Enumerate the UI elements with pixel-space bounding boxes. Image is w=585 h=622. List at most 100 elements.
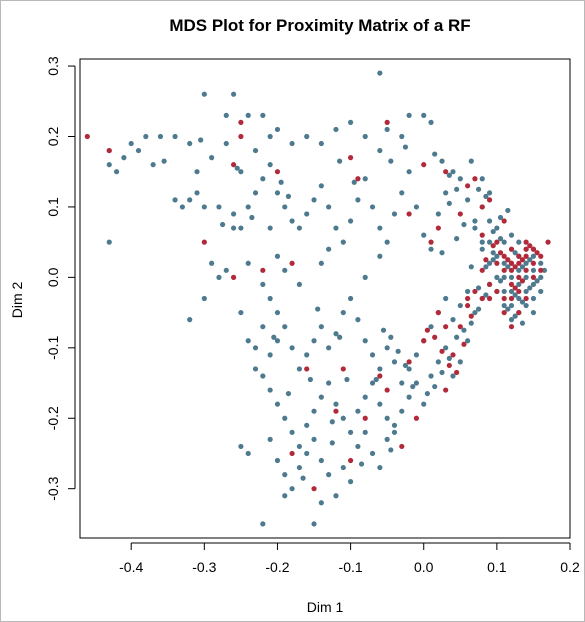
point-class-red: [498, 250, 503, 255]
point-class-red: [494, 289, 499, 294]
point-class-blue: [319, 500, 324, 505]
point-class-blue: [385, 416, 390, 421]
point-class-blue: [260, 113, 265, 118]
point-class-blue: [428, 247, 433, 252]
point-class-red: [355, 176, 360, 181]
point-class-blue: [538, 289, 543, 294]
point-class-blue: [289, 345, 294, 350]
point-class-blue: [304, 211, 309, 216]
point-class-red: [505, 257, 510, 262]
point-class-blue: [286, 194, 291, 199]
point-class-blue: [392, 359, 397, 364]
point-class-red: [414, 416, 419, 421]
point-class-red: [289, 451, 294, 456]
point-class-blue: [231, 92, 236, 97]
point-class-red: [502, 218, 507, 223]
point-class-red: [545, 240, 550, 245]
point-class-blue: [531, 268, 536, 273]
point-class-blue: [348, 218, 353, 223]
point-class-blue: [297, 282, 302, 287]
point-class-blue: [172, 134, 177, 139]
point-class-blue: [487, 218, 492, 223]
point-class-blue: [480, 247, 485, 252]
point-class-blue: [268, 162, 273, 167]
point-class-blue: [311, 409, 316, 414]
point-class-red: [538, 268, 543, 273]
point-class-blue: [151, 162, 156, 167]
point-class-red: [502, 268, 507, 273]
point-class-blue: [268, 296, 273, 301]
point-class-blue: [341, 240, 346, 245]
point-class-blue: [407, 395, 412, 400]
point-class-blue: [465, 197, 470, 202]
point-class-blue: [472, 225, 477, 230]
point-class-blue: [297, 465, 302, 470]
point-class-blue: [454, 335, 459, 340]
point-class-blue: [414, 352, 419, 357]
point-class-red: [289, 261, 294, 266]
point-class-blue: [498, 278, 503, 283]
point-class-red: [363, 416, 368, 421]
point-class-blue: [407, 113, 412, 118]
point-class-blue: [333, 402, 338, 407]
point-class-blue: [407, 169, 412, 174]
point-class-red: [509, 296, 514, 301]
point-class-red: [447, 363, 452, 368]
x-tick-label: -0.4: [119, 559, 143, 575]
y-axis: -0.3-0.2-0.10.00.10.20.3: [45, 56, 75, 501]
point-class-blue: [319, 141, 324, 146]
point-class-blue: [268, 387, 273, 392]
point-class-blue: [454, 236, 459, 241]
point-class-blue: [326, 380, 331, 385]
point-class-blue: [392, 211, 397, 216]
point-class-blue: [403, 144, 408, 149]
point-class-blue: [432, 151, 437, 156]
point-class-blue: [388, 159, 393, 164]
point-class-blue: [308, 377, 313, 382]
x-tick-label: -0.2: [265, 559, 289, 575]
point-class-blue: [531, 296, 536, 301]
point-class-blue: [425, 391, 430, 396]
point-class-blue: [300, 476, 305, 481]
point-class-blue: [428, 120, 433, 125]
point-class-blue: [121, 155, 126, 160]
point-class-blue: [282, 324, 287, 329]
point-class-red: [527, 243, 532, 248]
point-class-blue: [194, 169, 199, 174]
point-class-blue: [304, 451, 309, 456]
point-class-blue: [260, 324, 265, 329]
point-class-blue: [224, 113, 229, 118]
point-class-blue: [224, 141, 229, 146]
point-class-red: [450, 352, 455, 357]
point-class-red: [275, 169, 280, 174]
point-class-blue: [268, 352, 273, 357]
point-class-blue: [348, 430, 353, 435]
point-class-blue: [253, 366, 258, 371]
point-class-blue: [443, 190, 448, 195]
point-class-red: [443, 387, 448, 392]
point-class-blue: [268, 437, 273, 442]
point-class-blue: [414, 204, 419, 209]
point-class-blue: [337, 159, 342, 164]
point-class-blue: [458, 303, 463, 308]
point-class-blue: [260, 176, 265, 181]
point-class-blue: [319, 324, 324, 329]
point-class-red: [311, 486, 316, 491]
point-class-blue: [502, 289, 507, 294]
point-class-red: [421, 338, 426, 343]
y-tick-label: 0.3: [45, 56, 61, 76]
point-class-blue: [304, 423, 309, 428]
point-class-blue: [209, 261, 214, 266]
point-class-blue: [289, 430, 294, 435]
data-points: [85, 70, 551, 526]
point-class-red: [407, 211, 412, 216]
point-class-blue: [319, 183, 324, 188]
point-class-blue: [246, 261, 251, 266]
point-class-blue: [341, 416, 346, 421]
point-class-blue: [421, 233, 426, 238]
point-class-blue: [509, 275, 514, 280]
point-class-blue: [399, 134, 404, 139]
point-class-blue: [231, 225, 236, 230]
point-class-blue: [162, 159, 167, 164]
point-class-blue: [469, 264, 474, 269]
